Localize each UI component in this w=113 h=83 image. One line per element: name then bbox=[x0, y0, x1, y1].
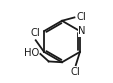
Text: N: N bbox=[78, 26, 85, 36]
Text: Cl: Cl bbox=[75, 12, 85, 22]
Text: Cl: Cl bbox=[69, 67, 79, 77]
Text: HO: HO bbox=[24, 48, 39, 58]
Text: Cl: Cl bbox=[30, 28, 39, 38]
